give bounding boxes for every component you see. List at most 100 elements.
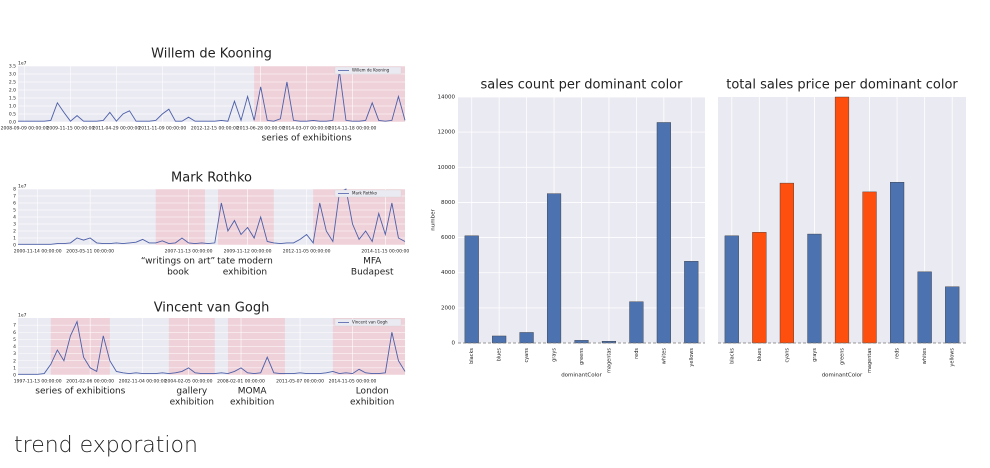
y-tick-label: 4	[13, 215, 16, 221]
line-series	[18, 70, 406, 122]
x-tick-label: 1997-11-13 00:00:00	[14, 379, 62, 385]
y-tick-label: 5	[13, 337, 16, 343]
bar	[752, 232, 767, 344]
bar	[917, 271, 932, 344]
y-tick-label: 3	[13, 351, 16, 357]
x-tick-label: magentas	[606, 348, 612, 373]
x-tick-label: grays	[552, 348, 558, 362]
y-axis-label: number	[431, 209, 437, 231]
x-tick-label: yellows	[689, 348, 695, 367]
bar	[519, 332, 534, 344]
y-tick-label: 0	[13, 243, 16, 249]
annotation: series of exhibitions	[262, 134, 352, 144]
x-tick-label: 2004-02-05 00:00:00	[165, 379, 213, 385]
x-tick-label: 2009-11-15 00:00:00	[47, 126, 95, 132]
annotation: London	[356, 387, 389, 397]
bar	[546, 193, 562, 344]
bar	[574, 340, 589, 344]
bar	[629, 301, 644, 344]
x-tick-label: 2008-02-01 00:00:00	[217, 379, 265, 385]
x-tick-label: 2014-11-05 00:00:00	[329, 379, 377, 385]
bar	[656, 122, 671, 344]
annotation: Budapest	[351, 268, 394, 278]
x-tick-label: reds	[895, 348, 901, 359]
annotation: exhibition	[223, 268, 267, 278]
line-series	[18, 320, 406, 375]
chart-title: total sales price per dominant color	[726, 78, 958, 93]
x-tick-label: greens	[840, 348, 846, 365]
bar	[684, 261, 699, 344]
x-tick-label: 2011-11-09 00:00:00	[138, 126, 186, 132]
bar	[464, 235, 479, 344]
annotation: MOMA	[238, 387, 268, 397]
y-offset-label: 1e7	[18, 184, 27, 190]
legend-label: Willem de Kooning	[352, 68, 390, 73]
bar	[862, 191, 877, 344]
chart-title: Mark Rothko	[171, 171, 252, 186]
x-tick-label: 2008-09-09 00:00:00	[1, 126, 49, 132]
annotation: exhibition	[170, 398, 214, 408]
bar	[779, 182, 794, 344]
bar	[492, 335, 507, 344]
x-tick-label: 2011-05-07 00:00:00	[276, 379, 324, 385]
y-tick-label: 5	[13, 208, 16, 214]
y-tick-label: 14000	[438, 95, 456, 101]
y-tick-label: 2000	[441, 305, 455, 311]
highlight-span	[254, 66, 405, 122]
x-tick-label: 2012-12-15 00:00:00	[191, 126, 239, 132]
x-tick-label: 2003-05-11 00:00:00	[66, 249, 114, 255]
bar	[890, 182, 905, 344]
x-tick-label: 2013-06-28 00:00:00	[237, 126, 285, 132]
y-tick-label: 4000	[441, 270, 455, 276]
y-tick-label: 6	[13, 201, 16, 207]
bar	[834, 96, 850, 344]
x-tick-label: blacks	[469, 348, 475, 364]
x-tick-label: 2014-11-15 00:00:00	[361, 249, 409, 255]
x-tick-label: 2001-02-06 00:00:00	[66, 379, 114, 385]
x-tick-label: 2011-04-29 00:00:00	[92, 126, 140, 132]
annotation: MFA	[363, 257, 382, 267]
page-title: trend exporation	[14, 433, 198, 458]
legend-label: Vincent van Gogh	[352, 320, 388, 325]
y-tick-label: 0.5	[9, 112, 16, 118]
chart-title: sales count per dominant color	[481, 78, 684, 93]
y-tick-label: 3	[13, 222, 16, 228]
y-tick-label: 6	[13, 330, 16, 336]
y-tick-label: 4	[13, 344, 16, 350]
chart-title: Willem de Kooning	[151, 47, 272, 62]
y-tick-label: 7	[13, 194, 16, 200]
annotation: gallery	[176, 387, 207, 397]
y-tick-label: 12000	[438, 130, 456, 136]
y-tick-label: 2	[13, 229, 16, 235]
x-tick-label: grays	[812, 348, 818, 362]
y-tick-label: 1	[13, 236, 16, 242]
annotation: book	[167, 268, 190, 278]
y-tick-label: 1	[13, 365, 16, 371]
y-tick-label: 0	[452, 341, 456, 347]
x-tick-label: 2000-11-14 00:00:00	[14, 249, 62, 255]
bar	[807, 233, 822, 344]
annotation: “writings on art”	[141, 257, 215, 267]
y-tick-label: 1.5	[9, 96, 16, 102]
annotation: exhibition	[350, 398, 394, 408]
y-tick-label: 6000	[441, 235, 455, 241]
y-tick-label: 8	[13, 187, 16, 193]
x-tick-label: 2014-11-18 00:00:00	[329, 126, 377, 132]
x-tick-label: cyans	[784, 348, 790, 363]
bar	[945, 286, 960, 344]
y-tick-label: 10000	[438, 165, 456, 171]
legend-label: Mark Rothko	[352, 191, 377, 196]
y-offset-label: 1e7	[18, 313, 27, 319]
x-tick-label: 2009-11-12 00:00:00	[224, 249, 272, 255]
x-tick-label: blacks	[729, 348, 735, 364]
y-tick-label: 3.5	[9, 64, 16, 70]
annotation: exhibition	[230, 398, 274, 408]
legend-box	[334, 189, 402, 198]
y-tick-label: 2	[13, 358, 16, 364]
x-tick-label: 2007-11-13 00:00:00	[165, 249, 213, 255]
x-tick-label: 2002-11-04 00:00:00	[119, 379, 167, 385]
y-tick-label: 0.0	[9, 120, 16, 126]
y-tick-label: 8000	[441, 200, 455, 206]
